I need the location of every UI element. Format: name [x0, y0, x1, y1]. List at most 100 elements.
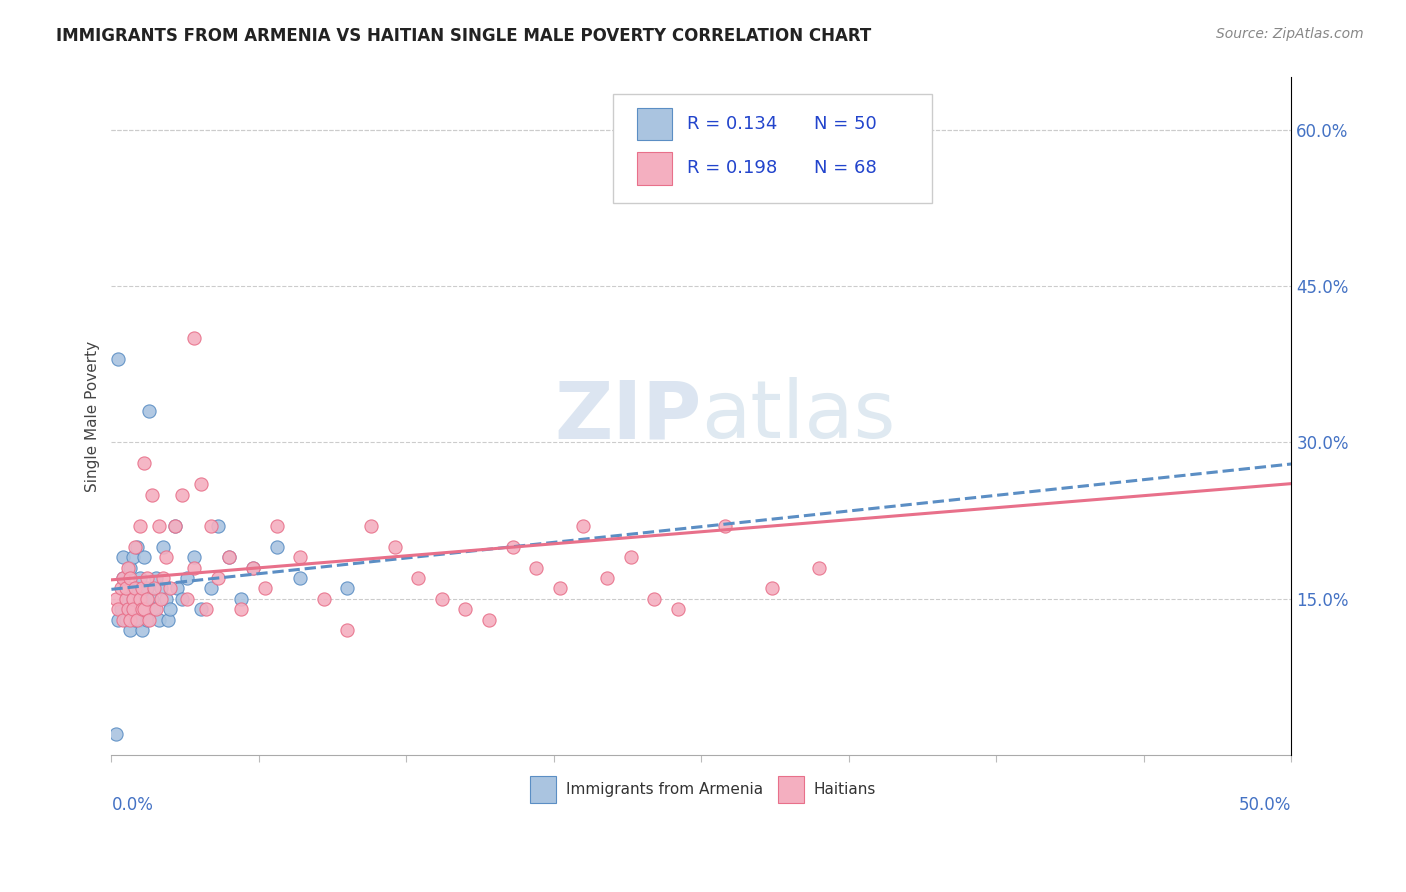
Point [127, 540, 149, 554]
FancyBboxPatch shape [637, 108, 672, 140]
Point [134, 456, 156, 470]
Point [218, 550, 240, 565]
Point [502, 540, 524, 554]
Point [142, 602, 165, 616]
Point [138, 613, 160, 627]
Point [207, 519, 229, 533]
Point [761, 582, 783, 596]
Text: Immigrants from Armenia: Immigrants from Armenia [565, 781, 763, 797]
Point [134, 550, 156, 565]
Point [142, 582, 165, 596]
Point [155, 591, 177, 606]
Point [242, 560, 264, 574]
Point [112, 613, 135, 627]
Point [135, 571, 157, 585]
Point [128, 591, 150, 606]
Point [110, 602, 132, 616]
Point [148, 613, 170, 627]
Point [183, 331, 205, 345]
Text: IMMIGRANTS FROM ARMENIA VS HAITIAN SINGLE MALE POVERTY CORRELATION CHART: IMMIGRANTS FROM ARMENIA VS HAITIAN SINGL… [56, 27, 872, 45]
Point [596, 571, 619, 585]
Point [117, 560, 139, 574]
Point [231, 591, 253, 606]
Point [114, 591, 136, 606]
Point [128, 519, 150, 533]
Point [172, 591, 194, 606]
Point [336, 582, 359, 596]
Point [110, 582, 132, 596]
Point [360, 519, 382, 533]
Point [121, 602, 143, 616]
Point [152, 571, 174, 585]
Point [120, 613, 142, 627]
Point [124, 582, 146, 596]
Point [406, 571, 429, 585]
Point [112, 550, 135, 565]
Point [572, 519, 595, 533]
Point [124, 540, 146, 554]
Text: 50.0%: 50.0% [1239, 796, 1292, 814]
Point [120, 571, 142, 585]
FancyBboxPatch shape [613, 95, 932, 202]
Point [159, 602, 181, 616]
Y-axis label: Single Male Poverty: Single Male Poverty [86, 341, 100, 492]
Point [121, 591, 143, 606]
Point [134, 602, 156, 616]
Point [131, 591, 153, 606]
Point [266, 519, 288, 533]
Text: 0.0%: 0.0% [111, 796, 153, 814]
Point [155, 550, 177, 565]
Point [149, 582, 172, 596]
Point [127, 613, 149, 627]
Text: Source: ZipAtlas.com: Source: ZipAtlas.com [1216, 27, 1364, 41]
Point [290, 571, 312, 585]
Point [128, 571, 150, 585]
Text: Haitians: Haitians [814, 781, 876, 797]
Point [183, 560, 205, 574]
Text: N = 50: N = 50 [814, 114, 876, 133]
FancyBboxPatch shape [530, 776, 557, 803]
Point [114, 613, 136, 627]
Point [808, 560, 831, 574]
Point [207, 571, 229, 585]
Point [128, 613, 150, 627]
Point [112, 571, 135, 585]
Point [105, 591, 128, 606]
Point [120, 623, 142, 637]
FancyBboxPatch shape [778, 776, 804, 803]
Point [218, 550, 240, 565]
Point [430, 591, 453, 606]
Point [548, 582, 571, 596]
Point [107, 352, 129, 367]
Point [666, 602, 689, 616]
Point [165, 519, 187, 533]
Point [266, 540, 288, 554]
Point [112, 571, 135, 585]
Point [159, 582, 181, 596]
Point [117, 602, 139, 616]
Point [384, 540, 406, 554]
Point [148, 519, 170, 533]
Point [135, 582, 157, 596]
FancyBboxPatch shape [637, 152, 672, 185]
Text: R = 0.198: R = 0.198 [688, 159, 778, 177]
Point [131, 623, 153, 637]
Point [107, 602, 129, 616]
Point [200, 582, 222, 596]
Point [157, 613, 180, 627]
Point [165, 519, 187, 533]
Point [145, 571, 167, 585]
Point [107, 613, 129, 627]
Point [114, 582, 136, 596]
Point [124, 613, 146, 627]
Point [152, 540, 174, 554]
Point [290, 550, 312, 565]
Point [172, 488, 194, 502]
Point [131, 602, 153, 616]
Point [135, 613, 157, 627]
Point [200, 519, 222, 533]
Point [176, 591, 198, 606]
Point [117, 582, 139, 596]
Point [134, 602, 156, 616]
Point [231, 602, 253, 616]
